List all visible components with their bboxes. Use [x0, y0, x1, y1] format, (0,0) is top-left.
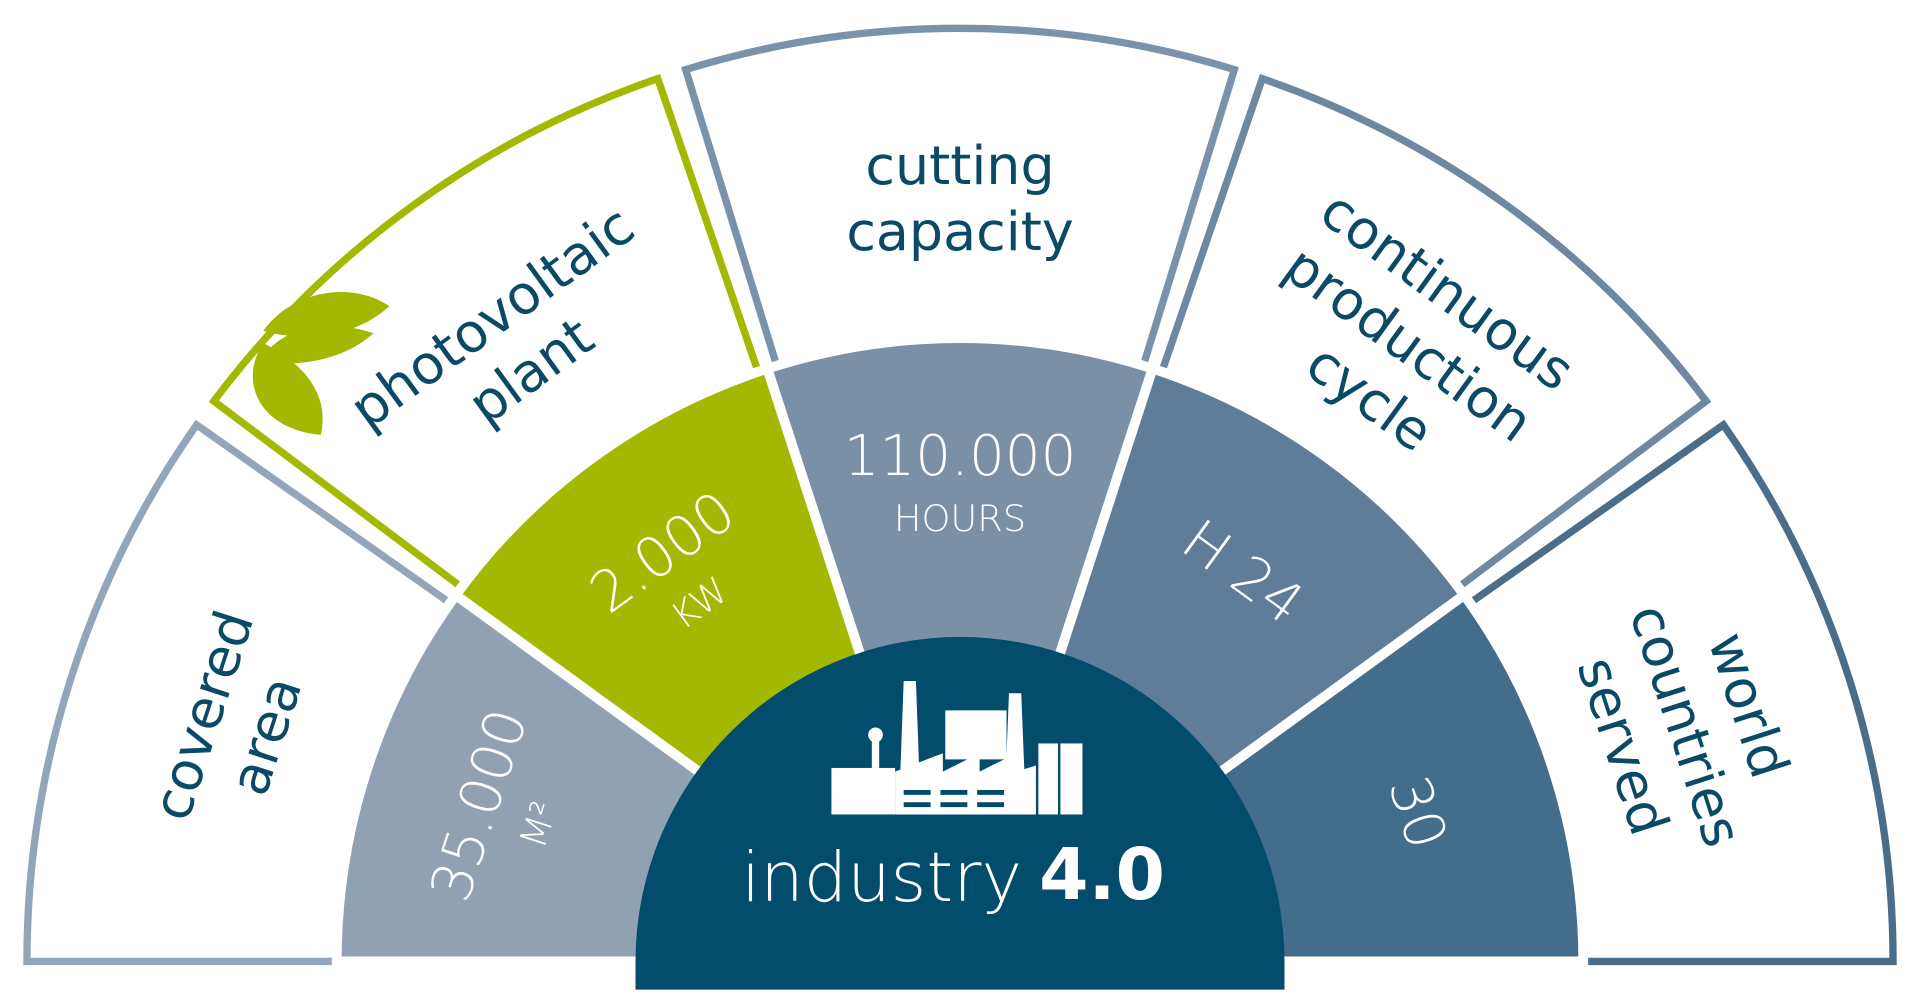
- center-title: industry: [741, 838, 1022, 918]
- outer-ring: [23, 24, 1897, 966]
- factory-icon: [831, 681, 1083, 815]
- center-title-bold: 4.0: [1039, 833, 1165, 916]
- middle-ring: [331, 333, 1589, 967]
- leaf-icon: [252, 291, 390, 435]
- segment-value: 110.000 HOURS: [844, 424, 1077, 540]
- label-line: capacity: [846, 200, 1073, 263]
- label-line: cutting: [865, 134, 1054, 197]
- factory-windows: [903, 789, 1005, 808]
- unit: HOURS: [894, 497, 1026, 540]
- value: 110.000: [844, 424, 1077, 489]
